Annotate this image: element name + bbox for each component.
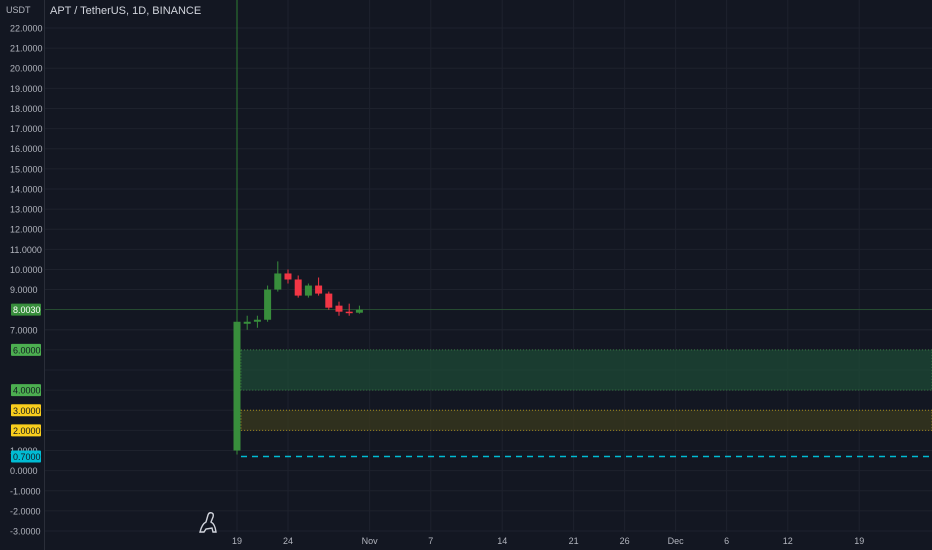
x-tick-label: 21 [569, 536, 579, 546]
y-tick-label: 16.0000 [10, 144, 43, 154]
candle-body [294, 279, 302, 296]
x-tick-label: Dec [668, 536, 685, 546]
y-tick-label: 14.0000 [10, 184, 43, 194]
candle-body [355, 309, 363, 313]
y-tick-label: 21.0000 [10, 44, 43, 54]
x-tick-label: 26 [620, 536, 630, 546]
candle-body [284, 273, 292, 280]
candle-body [335, 305, 343, 312]
candle-body [243, 321, 251, 324]
price-label-badge [11, 343, 41, 356]
candle-body [264, 289, 272, 320]
x-tick-label: Nov [362, 536, 379, 546]
price-label-text: 0.7000 [13, 452, 41, 462]
x-tick-label: 14 [497, 536, 507, 546]
dinosaur-logo-icon [199, 512, 217, 533]
y-tick-label: 0.0000 [10, 466, 38, 476]
price-label-text: 8.0030 [13, 305, 41, 315]
price-label-text: 6.0000 [13, 345, 41, 355]
y-tick-label: -1.0000 [10, 486, 41, 496]
y-tick-label: 13.0000 [10, 205, 43, 215]
price-label-badge [11, 384, 41, 397]
price-label-badge [11, 404, 41, 417]
y-tick-label: 17.0000 [10, 124, 43, 134]
price-axis-separator [44, 0, 45, 550]
y-tick-label: 9.0000 [10, 285, 38, 295]
price-label-badge [11, 303, 41, 316]
symbol-title: APT / TetherUS, 1D, BINANCE [50, 5, 202, 17]
x-tick-label: 12 [783, 536, 793, 546]
x-tick-label: 24 [283, 536, 293, 546]
candle-body [253, 319, 261, 322]
y-tick-label: 12.0000 [10, 225, 43, 235]
candle-body [345, 311, 353, 314]
x-tick-label: 6 [724, 536, 729, 546]
y-tick-label: 10.0000 [10, 265, 43, 275]
x-tick-label: 19 [854, 536, 864, 546]
y-tick-label: 19.0000 [10, 84, 43, 94]
candle-body [325, 293, 333, 308]
price-zone [240, 349, 932, 391]
price-unit-label: USDT [6, 5, 31, 15]
price-label-badge [11, 424, 41, 437]
candle-body [304, 285, 312, 296]
y-tick-label: -3.0000 [10, 527, 41, 537]
y-tick-label: 18.0000 [10, 104, 43, 114]
y-tick-label: 7.0000 [10, 325, 38, 335]
x-tick-label: 19 [232, 536, 242, 546]
y-tick-label: 11.0000 [10, 245, 42, 255]
candle-body [233, 321, 241, 451]
y-tick-label: 22.0000 [10, 24, 43, 34]
y-tick-label: -2.0000 [10, 506, 41, 516]
candle-body [315, 285, 323, 294]
price-label-text: 3.0000 [13, 406, 41, 416]
price-label-text: 4.0000 [13, 386, 41, 396]
y-tick-label: 20.0000 [10, 64, 43, 74]
price-label-text: 2.0000 [13, 426, 41, 436]
x-tick-label: 7 [428, 536, 433, 546]
price-zone [240, 409, 932, 431]
price-label-badge [11, 450, 41, 463]
candle-body [274, 273, 282, 290]
y-tick-label: 15.0000 [10, 164, 43, 174]
